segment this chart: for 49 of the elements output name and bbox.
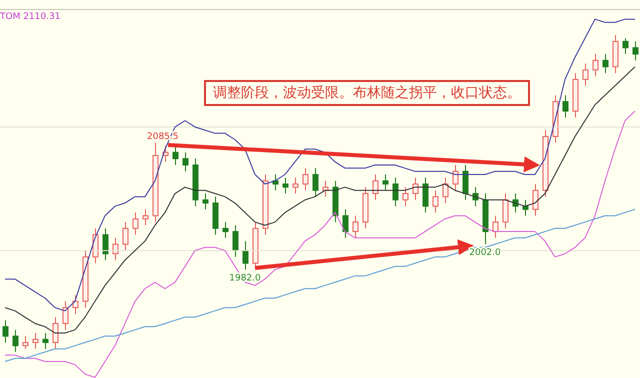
candlestick xyxy=(322,180,328,198)
candlestick xyxy=(182,152,188,172)
text: TOM 2110.31 xyxy=(0,12,60,22)
candlestick xyxy=(522,199,528,216)
candlestick xyxy=(142,208,148,226)
candlestick xyxy=(62,300,68,330)
candlestick xyxy=(532,184,538,216)
candlestick xyxy=(412,177,418,200)
candlestick xyxy=(302,168,308,191)
candlestick xyxy=(52,316,58,350)
candlestick xyxy=(172,145,178,166)
candlestick xyxy=(452,164,458,191)
candlestick xyxy=(462,164,468,200)
candlestick xyxy=(372,174,378,200)
candlestick xyxy=(32,332,38,350)
candlestick xyxy=(292,177,298,194)
candlestick xyxy=(242,240,248,270)
candlestick xyxy=(312,168,318,198)
candlestick xyxy=(12,329,18,353)
candlestick xyxy=(382,174,388,191)
candlestick xyxy=(602,54,608,74)
candlestick xyxy=(282,177,288,194)
annotation: 调整阶段，波动受限。布林随之拐平，收口状态。 xyxy=(204,80,530,106)
candlestick xyxy=(112,237,118,261)
candlestick xyxy=(22,336,28,350)
candlestick xyxy=(582,63,588,86)
candlestick xyxy=(122,222,128,252)
candlestick xyxy=(72,294,78,314)
candlestick xyxy=(2,320,8,343)
candlestick xyxy=(442,177,448,204)
candlestick xyxy=(622,38,628,55)
candlestick xyxy=(202,193,208,210)
candlestick xyxy=(502,193,508,229)
candlestick xyxy=(632,40,638,61)
candlestick xyxy=(222,222,228,238)
annotation: 2002.0 xyxy=(469,248,502,258)
candlestick xyxy=(402,186,408,207)
candlestick xyxy=(422,177,428,214)
candlestick xyxy=(102,228,108,261)
candlestick xyxy=(42,332,48,350)
candlestick xyxy=(592,54,598,77)
candlestick xyxy=(492,215,498,238)
candlestick xyxy=(352,215,358,238)
candlestick xyxy=(342,208,348,238)
candlestick xyxy=(232,224,238,258)
candlestick xyxy=(432,190,438,214)
candlestick xyxy=(392,177,398,207)
candlestick xyxy=(132,212,138,236)
candlestick xyxy=(562,94,568,118)
